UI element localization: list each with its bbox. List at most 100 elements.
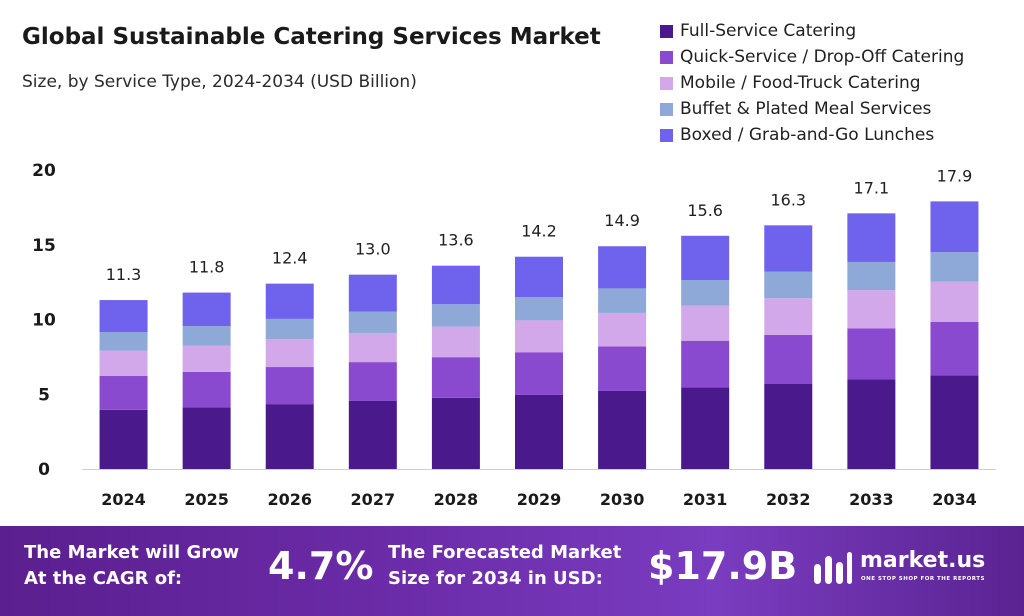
bar-segment	[598, 312, 647, 347]
bar-segment	[681, 280, 730, 306]
legend-item: Boxed / Grab-and-Go Lunches	[660, 122, 964, 148]
bar-segment	[265, 339, 314, 368]
bar-segment	[847, 379, 896, 469]
legend-label: Quick-Service / Drop-Off Catering	[680, 47, 965, 67]
bar-segment	[847, 328, 896, 380]
legend-label: Full-Service Catering	[680, 21, 857, 41]
bar-segment	[930, 252, 979, 282]
cagr-label: The Market will Grow At the CAGR of:	[24, 542, 240, 589]
bar-segment	[99, 350, 148, 377]
stacked-bar-chart: 0 5 10 15 20 11.3 2024 11.8 2025 12.4 2026 13.0 2027…	[32, 161, 996, 509]
bar-segment	[681, 235, 730, 281]
legend-swatch	[660, 128, 673, 142]
logo-tagline: ONE STOP SHOP FOR THE REPORTS	[861, 576, 985, 582]
legend-swatch	[660, 102, 673, 116]
bar-segment	[431, 265, 480, 305]
x-tick-label: 2025	[184, 490, 229, 509]
bar-segment	[348, 274, 397, 312]
bar-total-label: 17.1	[854, 178, 890, 197]
bar-segment	[681, 340, 730, 388]
bar-segment	[515, 352, 563, 395]
bar-segment	[515, 297, 563, 321]
bar-segment	[265, 404, 314, 469]
bar-segment	[930, 201, 979, 253]
legend-item: Quick-Service / Drop-Off Catering	[660, 44, 964, 70]
bar-segment	[348, 332, 397, 363]
bar-total-label: 13.0	[355, 240, 391, 259]
bar-segment	[265, 367, 314, 405]
bar-segment	[515, 256, 563, 298]
bar-segment	[930, 281, 979, 322]
bar-segment	[515, 394, 563, 469]
bar-segment	[431, 357, 480, 398]
bar-segment	[598, 288, 647, 313]
x-tick-label: 2030	[600, 490, 645, 509]
legend-item: Mobile / Food-Truck Catering	[660, 70, 964, 96]
forecast-label: The Forecasted Market Size for 2034 in U…	[388, 542, 622, 589]
logo-wordmark: market.us	[860, 548, 986, 573]
x-tick-label: 2032	[766, 490, 811, 509]
legend-label: Boxed / Grab-and-Go Lunches	[680, 125, 935, 145]
bar-segment	[681, 305, 730, 341]
bar-total-label: 14.9	[604, 211, 640, 230]
cagr-value: 4.7%	[268, 544, 374, 588]
bar-segment	[764, 225, 813, 272]
legend-label: Buffet & Plated Meal Services	[680, 99, 932, 119]
legend-label: Mobile / Food-Truck Catering	[680, 73, 921, 93]
x-tick-label: 2026	[267, 490, 312, 509]
bar-segment	[598, 246, 647, 289]
bar-segment	[515, 320, 563, 353]
bar-total-label: 13.6	[438, 231, 474, 250]
bar-segment	[431, 326, 480, 358]
bar-segment	[847, 261, 896, 291]
bar-segment	[99, 332, 148, 351]
bar-segment	[764, 334, 813, 384]
y-tick-label: 20	[32, 161, 56, 181]
bar-segment	[681, 387, 730, 469]
bar-segment	[182, 371, 231, 408]
bar-segment	[182, 292, 231, 327]
x-tick-label: 2024	[101, 490, 146, 509]
y-tick-label: 10	[32, 311, 56, 331]
y-tick-label: 5	[38, 385, 50, 405]
x-tick-label: 2028	[434, 490, 479, 509]
bar-segment	[598, 346, 647, 391]
bar-segment	[99, 409, 148, 469]
legend-swatch	[660, 76, 673, 90]
bar-segment	[764, 383, 813, 469]
bar-segment	[265, 283, 314, 319]
bar-segment	[431, 397, 480, 469]
x-tick-label: 2034	[932, 490, 977, 509]
bar-segment	[265, 318, 314, 340]
legend-item: Full-Service Catering	[660, 18, 964, 44]
footer-banner: The Market will Grow At the CAGR of: 4.7…	[0, 526, 1024, 616]
legend-swatch	[660, 24, 673, 38]
bar-segment	[348, 362, 397, 401]
bar-segment	[99, 376, 148, 410]
y-tick-label: 0	[38, 460, 50, 480]
bar-segment	[598, 390, 647, 469]
chart-subtitle: Size, by Service Type, 2024-2034 (USD Bi…	[22, 72, 417, 92]
bar-segment	[182, 345, 231, 372]
bar-segment	[348, 400, 397, 469]
bar-segment	[930, 375, 979, 469]
bar-segment	[99, 300, 148, 333]
x-tick-label: 2033	[849, 490, 894, 509]
bar-segment	[847, 290, 896, 329]
x-tick-label: 2027	[351, 490, 396, 509]
bar-segment	[182, 326, 231, 346]
legend-item: Buffet & Plated Meal Services	[660, 96, 964, 122]
forecast-value: $17.9B	[648, 544, 798, 588]
bar-segment	[847, 213, 896, 262]
y-tick-label: 15	[32, 236, 56, 256]
bar-segment	[182, 407, 231, 469]
bar-total-label: 15.6	[687, 201, 723, 220]
bar-total-label: 11.3	[106, 265, 142, 284]
x-tick-label: 2029	[517, 490, 562, 509]
chart-legend: Full-Service Catering Quick-Service / Dro…	[660, 18, 964, 148]
chart-title: Global Sustainable Catering Services Mar…	[22, 24, 601, 50]
market-us-logo-icon	[814, 552, 852, 584]
x-tick-label: 2031	[683, 490, 728, 509]
bar-segment	[764, 271, 813, 299]
